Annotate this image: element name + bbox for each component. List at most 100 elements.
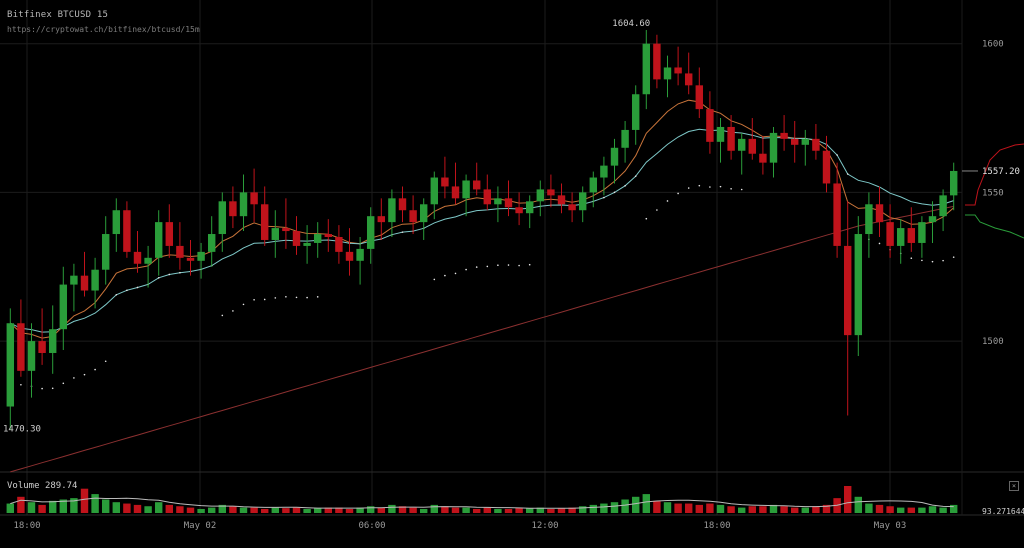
depth-ask-line — [965, 143, 1024, 206]
candle-body — [133, 251, 142, 264]
y-tick-label: 1500 — [982, 337, 1004, 347]
sar-dot — [836, 154, 838, 156]
volume-bar — [780, 506, 788, 513]
sar-dot — [730, 188, 732, 190]
sar-dot — [83, 373, 86, 376]
volume-bar — [419, 508, 428, 513]
candle-body — [748, 138, 757, 154]
volume-bar — [854, 496, 863, 513]
sar-dot — [528, 263, 531, 266]
sar-dot — [20, 383, 22, 386]
sar-dot — [687, 187, 690, 189]
candle-body — [282, 228, 290, 232]
volume-bar — [324, 507, 333, 513]
volume-bar — [790, 507, 799, 513]
chart-url: https://cryptowat.ch/bitfinex/btcusd/15m — [7, 25, 200, 34]
candle-body — [695, 85, 704, 110]
x-tick-label: May 02 — [184, 521, 217, 531]
volume-bar — [631, 496, 640, 513]
candle-body — [759, 153, 767, 163]
volume-bar — [345, 508, 354, 513]
volume-bar — [218, 504, 227, 513]
sar-dot — [677, 192, 679, 195]
candle-body — [737, 138, 746, 151]
candle-body — [441, 177, 449, 187]
depth-bid-line — [965, 214, 1024, 239]
sar-dot — [306, 296, 308, 299]
volume-avg-line — [10, 497, 954, 509]
volume-bar — [409, 507, 417, 513]
volume-bar — [112, 502, 121, 513]
candle-body — [674, 67, 682, 74]
candle-body — [165, 222, 174, 246]
candle-body — [377, 216, 386, 223]
candle-body — [610, 147, 619, 166]
volume-bar — [536, 507, 545, 513]
sar-dot — [263, 298, 266, 301]
sar-dot — [698, 184, 701, 187]
volume-bar — [504, 508, 513, 513]
volume-bar — [812, 506, 820, 513]
candle-body — [547, 189, 555, 196]
x-tick-label: 06:00 — [358, 521, 385, 531]
candle-body — [812, 138, 820, 151]
sar-dot — [401, 231, 404, 233]
volume-close-button[interactable]: × — [1009, 481, 1019, 491]
candle-body — [706, 109, 714, 142]
volume-bar — [822, 504, 831, 513]
candle-body — [207, 234, 216, 252]
candle-body — [494, 198, 502, 205]
volume-bar — [133, 504, 142, 513]
candle-body — [324, 234, 333, 237]
candle-body — [345, 251, 354, 261]
candle-body — [313, 234, 322, 243]
candle-body — [769, 132, 778, 163]
volume-bar — [38, 504, 46, 513]
volume-bar — [642, 494, 651, 513]
sar-dot — [634, 175, 637, 177]
low-annotation: 1470.30 — [3, 424, 41, 434]
candle-body — [536, 189, 545, 202]
candle-body — [123, 210, 131, 252]
volume-bar — [886, 506, 894, 513]
volume-bar — [472, 508, 481, 513]
candle-body — [663, 67, 672, 80]
candle-body — [515, 207, 523, 214]
candle-body — [271, 228, 280, 240]
candle-body — [865, 204, 873, 235]
volume-bar — [568, 507, 576, 513]
sar-dot — [666, 200, 669, 202]
volume-bar — [260, 508, 269, 513]
candle-body — [822, 150, 831, 184]
candle-body — [101, 234, 110, 270]
x-tick-label: May 03 — [874, 521, 907, 531]
sar-dot — [486, 265, 489, 268]
volume-bar — [229, 506, 237, 513]
candle-body — [451, 186, 460, 199]
sar-dot — [709, 186, 711, 188]
candle-body — [896, 228, 905, 246]
volume-bar — [388, 504, 396, 513]
volume-bar — [313, 508, 322, 513]
sar-dot — [497, 264, 499, 267]
volume-bar — [949, 504, 958, 513]
candle-body — [653, 43, 661, 80]
sar-dot — [507, 264, 510, 266]
candle-body — [91, 269, 99, 291]
sar-dot — [613, 191, 616, 194]
volume-bar — [939, 507, 947, 513]
candle-body — [186, 257, 195, 261]
x-tick-label: 18:00 — [13, 521, 40, 531]
volume-bar — [6, 503, 15, 513]
volume-bar — [716, 504, 725, 513]
candle-body — [419, 204, 428, 223]
candle-body — [80, 275, 89, 291]
sar-dot — [295, 296, 298, 299]
candle-body — [886, 222, 894, 246]
volume-bar — [101, 499, 110, 513]
volume-bar — [525, 508, 534, 513]
sar-dot — [104, 360, 107, 363]
volume-label: Volume 289.74 — [7, 481, 77, 491]
sar-dot — [465, 268, 467, 271]
